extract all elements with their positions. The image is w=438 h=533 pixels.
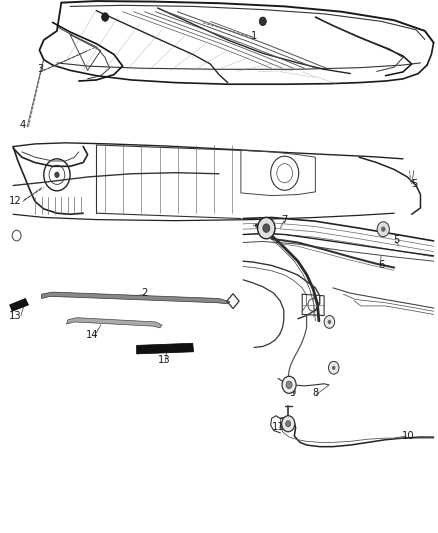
Text: 1: 1 — [251, 31, 257, 41]
Text: 11: 11 — [272, 423, 285, 432]
Circle shape — [381, 227, 385, 232]
Text: 9: 9 — [290, 389, 296, 398]
Circle shape — [328, 320, 331, 324]
Circle shape — [263, 224, 270, 232]
Text: 5: 5 — [393, 235, 399, 245]
Text: 2: 2 — [141, 288, 148, 298]
Circle shape — [286, 381, 292, 389]
Polygon shape — [137, 343, 194, 354]
Circle shape — [54, 172, 60, 178]
Circle shape — [328, 361, 339, 374]
Text: 7: 7 — [282, 215, 288, 224]
Polygon shape — [67, 318, 162, 328]
Text: 14: 14 — [86, 330, 98, 340]
Text: 13: 13 — [158, 355, 170, 365]
Text: 6: 6 — [378, 261, 384, 270]
Text: 13: 13 — [9, 311, 21, 320]
Circle shape — [282, 416, 295, 432]
Text: 8: 8 — [312, 389, 318, 398]
Circle shape — [259, 17, 266, 26]
Circle shape — [102, 13, 109, 21]
Circle shape — [324, 316, 335, 328]
Circle shape — [258, 217, 275, 239]
Text: 4: 4 — [20, 120, 26, 130]
Text: 3: 3 — [37, 64, 43, 74]
Text: 10: 10 — [402, 431, 414, 441]
Circle shape — [332, 366, 336, 370]
Polygon shape — [10, 298, 28, 311]
Circle shape — [286, 421, 291, 427]
Polygon shape — [42, 292, 230, 304]
Circle shape — [377, 222, 389, 237]
Text: 5: 5 — [411, 179, 417, 189]
Circle shape — [282, 376, 296, 393]
Text: 12: 12 — [9, 197, 22, 206]
